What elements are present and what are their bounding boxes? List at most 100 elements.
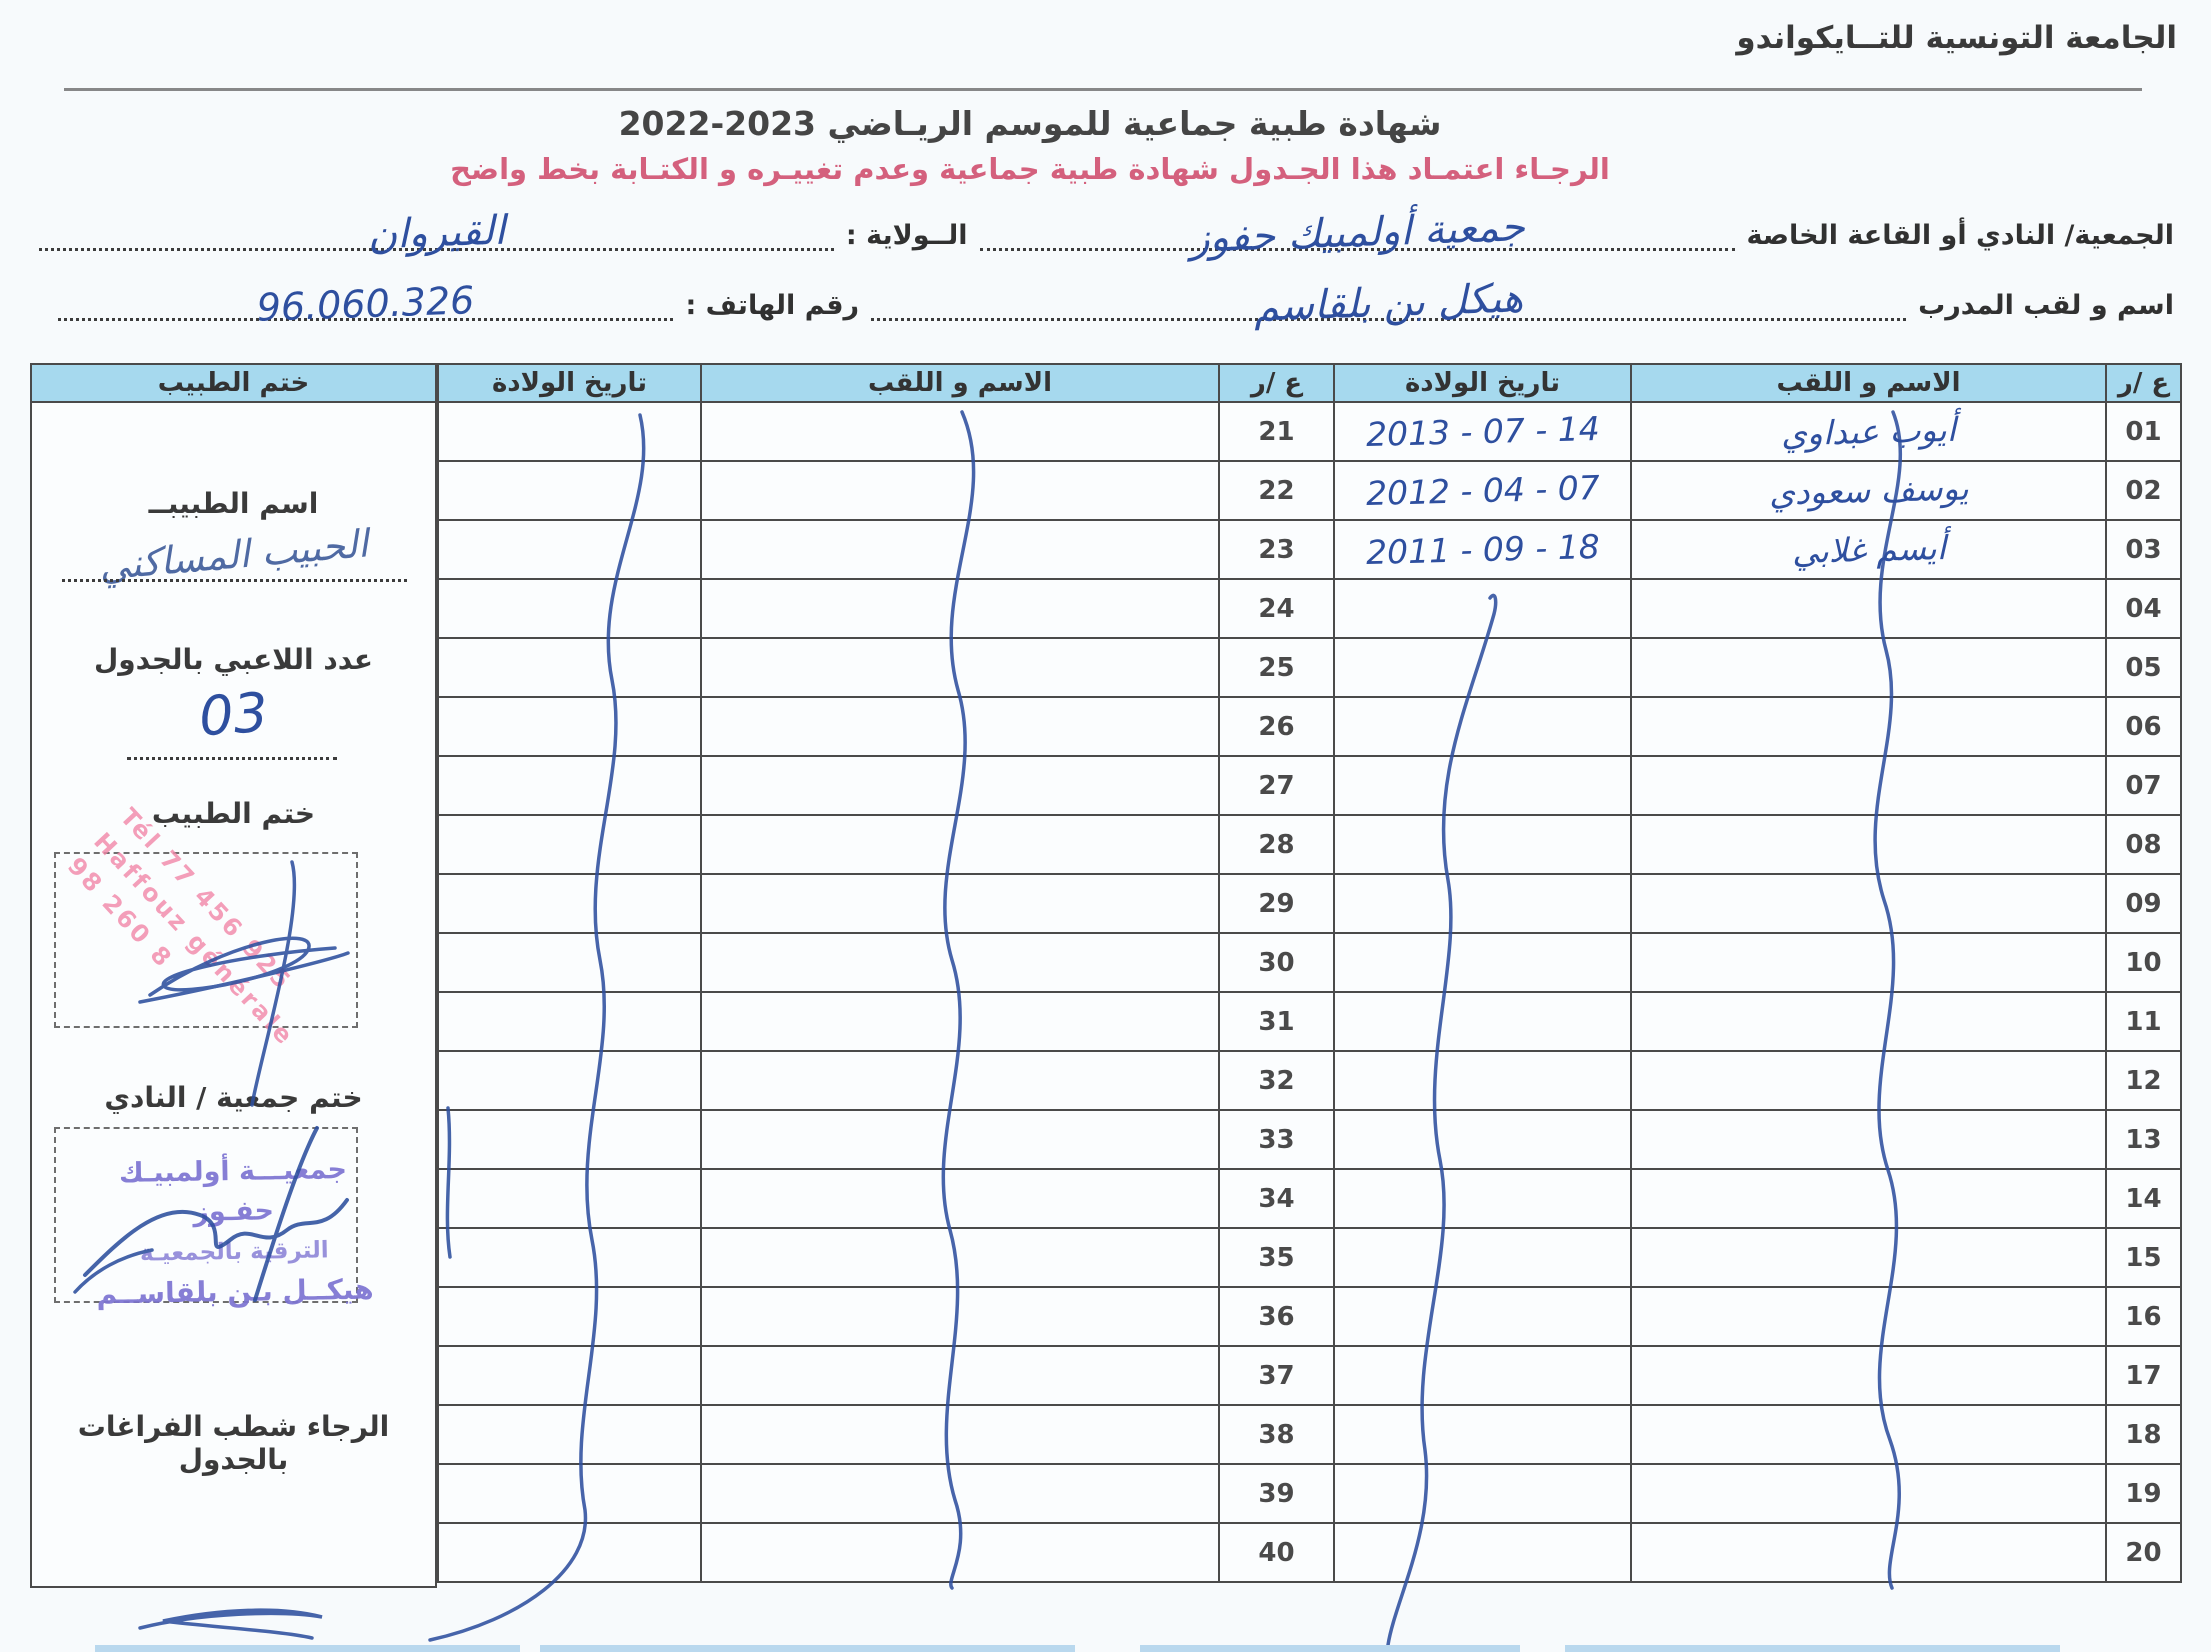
phone-field: 96.060.326 xyxy=(58,278,674,330)
player-name-cell xyxy=(700,991,1220,1052)
player-name-cell xyxy=(1630,814,2107,875)
player-name-cell: يوسف سعودي xyxy=(1630,460,2107,521)
handwritten-entry: 28 xyxy=(1258,829,1295,860)
player-name-cell xyxy=(700,460,1220,521)
birth-date-cell xyxy=(437,1286,702,1347)
table-row: 15 35 xyxy=(437,1227,2182,1288)
birth-date-cell xyxy=(1333,1404,1632,1465)
handwritten-entry: 13 xyxy=(2125,1124,2162,1155)
player-name-cell xyxy=(1630,755,2107,816)
handwritten-entry: 2013 - 07 - 14 xyxy=(1365,408,1600,455)
row-number: 33 xyxy=(1218,1109,1335,1170)
row-number: 22 xyxy=(1218,460,1335,521)
row-number: 23 xyxy=(1218,519,1335,580)
federation-title: الجامعة التونسية للتــايكواندو xyxy=(1736,20,2177,56)
doctor-signature-handwriting: الحبيب المساكني xyxy=(97,521,370,589)
row-number: 07 xyxy=(2105,755,2182,816)
header-divider xyxy=(64,88,2142,91)
birth-date-cell xyxy=(1333,1345,1632,1406)
player-name-cell xyxy=(1630,1404,2107,1465)
player-name-cell xyxy=(700,401,1220,462)
player-name-cell xyxy=(1630,1050,2107,1111)
row-number: 11 xyxy=(2105,991,2182,1052)
doctor-name-dotted-line xyxy=(62,579,407,582)
handwritten-entry: 18 xyxy=(2125,1419,2162,1450)
row-number: 36 xyxy=(1218,1286,1335,1347)
player-name-cell xyxy=(700,1168,1220,1229)
row-number: 30 xyxy=(1218,932,1335,993)
handwritten-entry: 2011 - 09 - 18 xyxy=(1365,526,1600,573)
birth-date-cell xyxy=(437,873,702,934)
scan-artifact xyxy=(540,1645,1075,1652)
row-number: 37 xyxy=(1218,1345,1335,1406)
handwritten-entry: 36 xyxy=(1258,1301,1295,1332)
birth-date-cell xyxy=(437,578,702,639)
birth-date-cell xyxy=(437,991,702,1052)
handwritten-entry: 27 xyxy=(1258,770,1295,801)
table-row: 20 40 xyxy=(437,1522,2182,1583)
player-name-cell xyxy=(700,873,1220,934)
row-number: 18 xyxy=(2105,1404,2182,1465)
birth-date-cell xyxy=(1333,637,1632,698)
players-table-body: 01 أيوب عبداوي 2013 - 07 - 14 21 02 يوسف سعود… xyxy=(437,401,2182,1583)
col-header-name-right: الاسم و اللقب xyxy=(1630,363,2107,403)
row-number: 34 xyxy=(1218,1168,1335,1229)
birth-date-cell xyxy=(1333,1286,1632,1347)
players-count-label: عدد اللاعبي بالجدول xyxy=(93,643,373,676)
players-table: ع /ر الاسم و اللقب تاريخ الولادة ع /ر ال… xyxy=(437,363,2182,1583)
player-name-cell xyxy=(700,814,1220,875)
handwritten-entry: 40 xyxy=(1258,1537,1295,1568)
table-row: 05 25 xyxy=(437,637,2182,698)
handwritten-entry: 17 xyxy=(2125,1360,2162,1391)
coach-label: اسم و لقب المدرب xyxy=(1918,290,2174,321)
club-stamp-label: ختم جمعية / النادي xyxy=(104,1081,363,1114)
player-name-cell xyxy=(700,1404,1220,1465)
birth-date-cell xyxy=(437,1227,702,1288)
handwritten-entry: 33 xyxy=(1258,1124,1295,1155)
row-number: 32 xyxy=(1218,1050,1335,1111)
player-name-cell xyxy=(1630,1286,2107,1347)
birth-date-cell xyxy=(1333,873,1632,934)
col-header-num-left: ع /ر xyxy=(1218,363,1335,403)
handwritten-entry: 25 xyxy=(1258,652,1295,683)
player-name-cell xyxy=(1630,873,2107,934)
form-line-coach-phone: اسم و لقب المدرب هيكل بن بلقاسم رقم الها… xyxy=(52,275,2180,331)
row-number: 09 xyxy=(2105,873,2182,934)
row-number: 13 xyxy=(2105,1109,2182,1170)
birth-date-cell xyxy=(1333,696,1632,757)
players-count-handwritten-value: 03 xyxy=(197,680,270,749)
player-name-cell xyxy=(700,1050,1220,1111)
birth-date-cell xyxy=(437,1109,702,1170)
row-number: 29 xyxy=(1218,873,1335,934)
phone-label: رقم الهاتف : xyxy=(685,290,860,321)
handwritten-entry: 39 xyxy=(1258,1478,1295,1509)
player-name-cell xyxy=(700,1286,1220,1347)
club-stamp-line2: الترقية بالجمعيـة xyxy=(139,1237,329,1267)
birth-date-cell xyxy=(1333,755,1632,816)
club-label: الجمعية/ النادي أو القاعة الخاصة xyxy=(1746,220,2174,251)
handwritten-entry: 31 xyxy=(1258,1006,1295,1037)
player-name-cell xyxy=(700,696,1220,757)
birth-date-cell xyxy=(437,460,702,521)
club-stamp-line3: هيكــل بـن بلقاســم xyxy=(96,1272,374,1311)
player-name-cell xyxy=(1630,1463,2107,1524)
table-row: 18 38 xyxy=(437,1404,2182,1465)
scan-artifact xyxy=(95,1645,520,1652)
player-name-cell xyxy=(1630,637,2107,698)
player-name-cell xyxy=(1630,1227,2107,1288)
phone-handwritten-value: 96.060.326 xyxy=(256,278,476,330)
player-name-cell: أيسم غلابي xyxy=(1630,519,2107,580)
player-name-cell xyxy=(1630,1168,2107,1229)
coach-handwritten-value: هيكل بن بلقاسم xyxy=(1253,275,1525,331)
row-number: 12 xyxy=(2105,1050,2182,1111)
handwritten-entry: 06 xyxy=(2125,711,2162,742)
birth-date-cell xyxy=(437,755,702,816)
handwritten-entry: 16 xyxy=(2125,1301,2162,1332)
col-header-dob-right: تاريخ الولادة xyxy=(1333,363,1632,403)
birth-date-cell xyxy=(437,1345,702,1406)
wilaya-field: القيروان xyxy=(38,208,834,258)
handwritten-entry: 26 xyxy=(1258,711,1295,742)
row-number: 25 xyxy=(1218,637,1335,698)
player-name-cell xyxy=(700,1109,1220,1170)
